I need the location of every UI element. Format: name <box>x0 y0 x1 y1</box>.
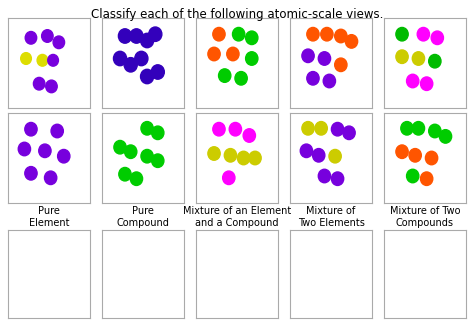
Circle shape <box>124 58 137 72</box>
Circle shape <box>331 123 344 136</box>
Circle shape <box>407 74 419 88</box>
Circle shape <box>45 171 57 185</box>
Text: Mixture of
Two Elements: Mixture of Two Elements <box>298 206 365 228</box>
Circle shape <box>227 47 239 61</box>
Circle shape <box>329 150 341 163</box>
Circle shape <box>335 29 347 43</box>
Circle shape <box>42 30 53 42</box>
Circle shape <box>58 150 70 163</box>
Circle shape <box>208 47 220 61</box>
Circle shape <box>420 77 433 90</box>
Circle shape <box>420 172 433 186</box>
Circle shape <box>219 69 231 82</box>
Circle shape <box>425 151 438 165</box>
Circle shape <box>300 144 312 158</box>
Circle shape <box>48 55 58 66</box>
Text: Pure
Compound: Pure Compound <box>117 206 169 228</box>
Circle shape <box>141 150 153 163</box>
Circle shape <box>119 167 131 181</box>
Circle shape <box>439 130 452 143</box>
Circle shape <box>409 149 421 162</box>
Circle shape <box>141 122 153 135</box>
Text: Classify each of the following atomic-scale views.: Classify each of the following atomic-sc… <box>91 8 383 21</box>
Circle shape <box>125 145 137 159</box>
Text: Mixture of Two
Compounds: Mixture of Two Compounds <box>390 206 460 228</box>
Circle shape <box>302 49 314 62</box>
Circle shape <box>307 72 319 85</box>
Circle shape <box>412 52 425 65</box>
Circle shape <box>431 31 444 45</box>
Circle shape <box>118 29 131 43</box>
Circle shape <box>25 123 37 136</box>
Circle shape <box>428 55 441 68</box>
Circle shape <box>113 51 127 66</box>
Circle shape <box>312 149 325 162</box>
Circle shape <box>213 123 225 136</box>
Circle shape <box>401 122 413 135</box>
Circle shape <box>335 58 347 72</box>
Circle shape <box>323 74 336 88</box>
Circle shape <box>246 52 258 65</box>
Circle shape <box>53 36 64 49</box>
Circle shape <box>51 124 64 138</box>
Circle shape <box>407 169 419 183</box>
Circle shape <box>396 145 408 159</box>
Circle shape <box>149 27 162 41</box>
Circle shape <box>428 124 441 138</box>
Circle shape <box>246 31 258 45</box>
Circle shape <box>249 151 261 165</box>
Text: Mixture of an Element
and a Compound: Mixture of an Element and a Compound <box>183 206 291 228</box>
Circle shape <box>243 129 255 142</box>
Circle shape <box>130 29 143 43</box>
Circle shape <box>37 55 48 66</box>
Circle shape <box>396 27 408 41</box>
Circle shape <box>135 51 148 66</box>
Circle shape <box>229 123 242 136</box>
Circle shape <box>140 69 154 84</box>
Circle shape <box>130 172 143 186</box>
Circle shape <box>396 50 408 63</box>
Text: Pure
Element: Pure Element <box>29 206 69 228</box>
Circle shape <box>302 122 314 135</box>
Circle shape <box>321 27 333 41</box>
Circle shape <box>152 154 164 167</box>
Circle shape <box>232 27 245 41</box>
Circle shape <box>412 122 425 135</box>
Circle shape <box>213 27 225 41</box>
Circle shape <box>34 77 45 90</box>
Circle shape <box>25 32 36 44</box>
Circle shape <box>346 35 358 48</box>
Circle shape <box>237 151 250 165</box>
Circle shape <box>151 65 164 79</box>
Circle shape <box>315 122 328 135</box>
Circle shape <box>39 144 51 158</box>
Circle shape <box>318 52 330 65</box>
Circle shape <box>331 172 344 186</box>
Circle shape <box>224 149 237 162</box>
Circle shape <box>208 147 220 160</box>
Circle shape <box>223 171 235 185</box>
Circle shape <box>343 126 355 139</box>
Circle shape <box>140 33 154 48</box>
Circle shape <box>46 80 57 93</box>
Circle shape <box>417 27 429 41</box>
Circle shape <box>152 126 164 139</box>
Circle shape <box>18 142 30 156</box>
Circle shape <box>21 53 31 64</box>
Circle shape <box>114 140 126 154</box>
Circle shape <box>307 27 319 41</box>
Circle shape <box>25 166 37 180</box>
Circle shape <box>318 169 330 183</box>
Circle shape <box>235 72 247 85</box>
